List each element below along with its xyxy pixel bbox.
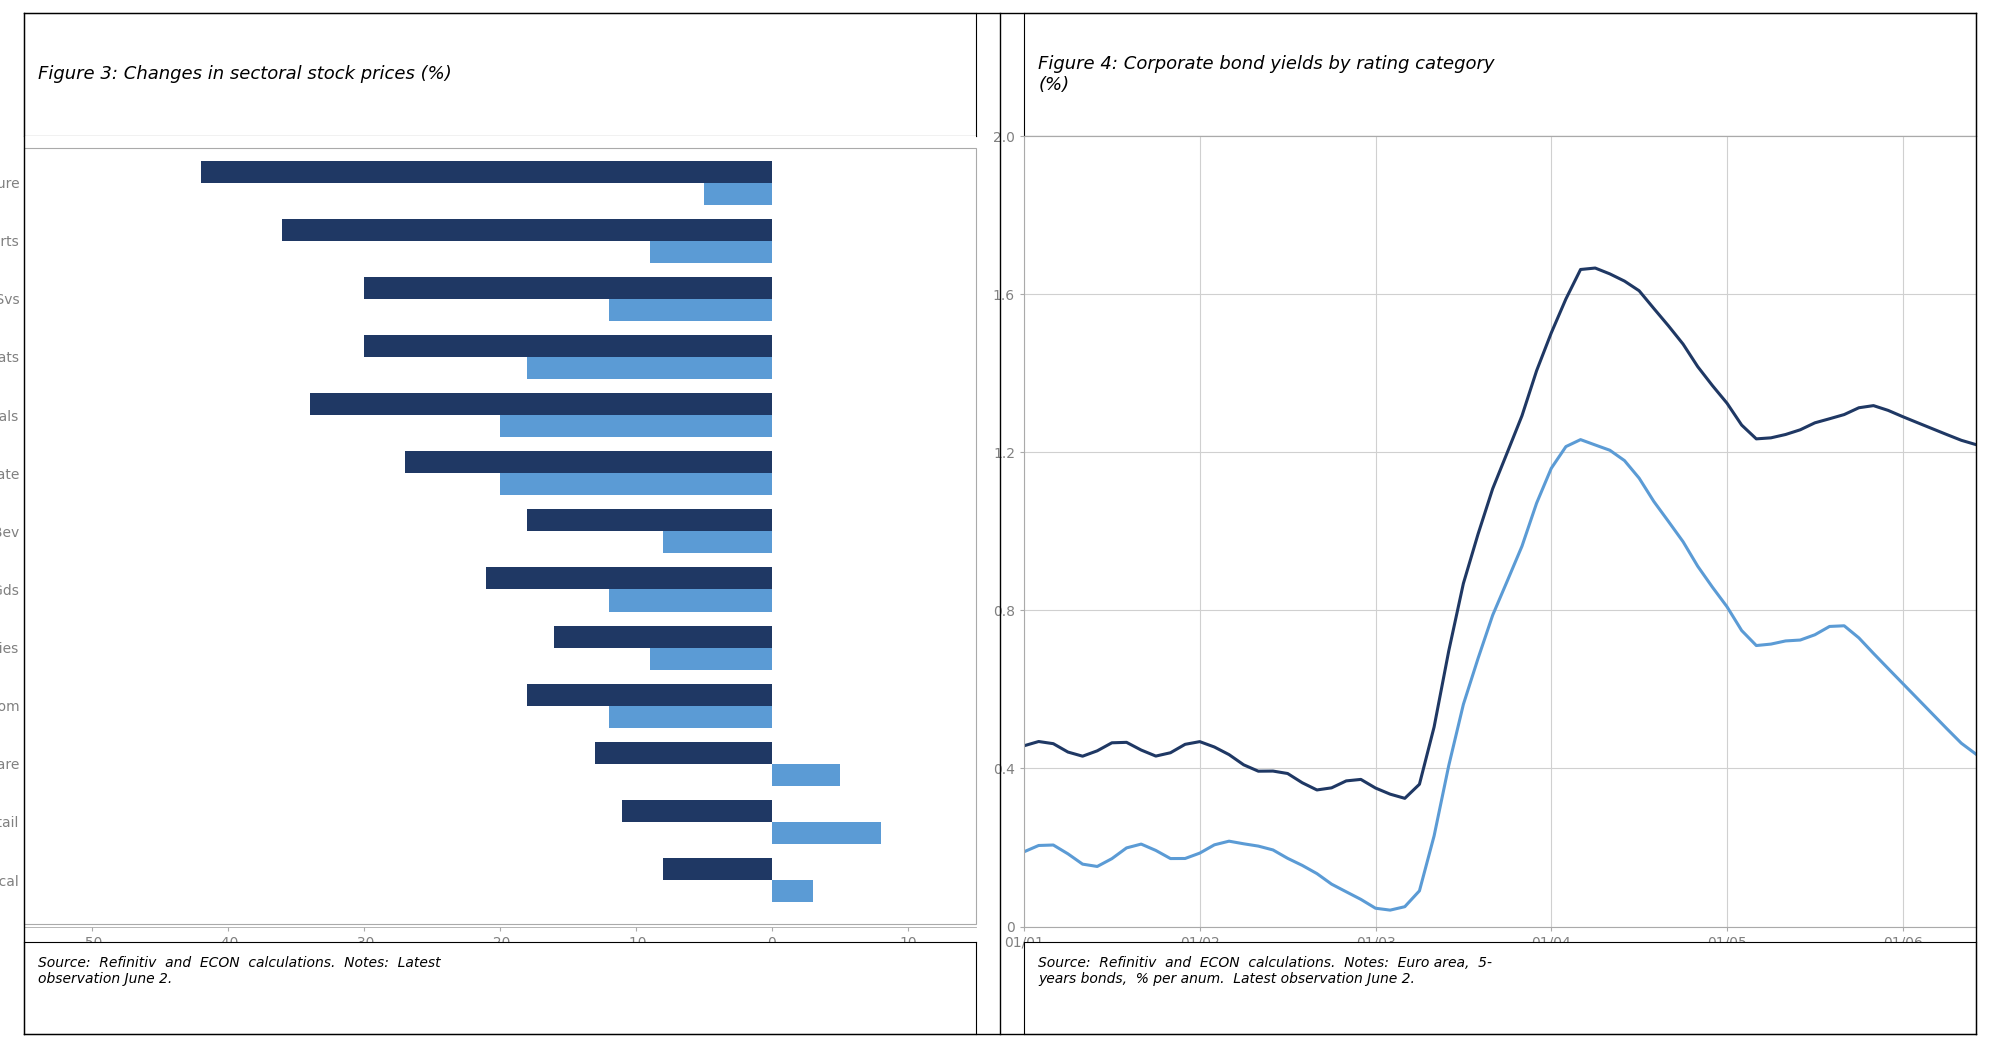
EA A (1568, 433, 1592, 446)
Line: EA BBB: EA BBB (1024, 268, 1976, 798)
EA A (1304, 867, 1328, 879)
EA BBB (1246, 765, 1270, 778)
Bar (528, 357, 772, 379)
Bar (772, 764, 840, 786)
Legend: Latest, Low of mid March 20: Latest, Low of mid March 20 (658, 965, 940, 990)
EA BBB (1392, 792, 1416, 804)
Bar (310, 393, 772, 415)
Bar (772, 822, 880, 844)
EA BBB (1436, 645, 1460, 658)
Text: Figure 3: Changes in sectoral stock prices (%): Figure 3: Changes in sectoral stock pric… (38, 65, 452, 84)
Bar (622, 800, 772, 822)
Bar (528, 684, 772, 706)
Bar (772, 881, 812, 903)
Bar (200, 160, 772, 182)
Bar (554, 625, 772, 648)
Bar (500, 473, 772, 495)
EA BBB (1964, 439, 1988, 451)
Bar (486, 567, 772, 589)
Bar (364, 335, 772, 357)
Bar (704, 182, 772, 205)
Bar (500, 415, 772, 438)
Line: EA A: EA A (1024, 440, 1976, 910)
EA A (1012, 846, 1036, 859)
Bar (664, 857, 772, 881)
Bar (664, 532, 772, 554)
Bar (650, 241, 772, 263)
Text: Source:  Refinitiv  and  ECON  calculations.  Notes:  Euro area,  5-
years bonds: Source: Refinitiv and ECON calculations.… (1038, 956, 1492, 986)
EA A (1788, 633, 1812, 646)
Bar (528, 509, 772, 532)
EA A (1246, 840, 1270, 852)
Bar (608, 589, 772, 611)
Bar (608, 706, 772, 728)
EA A (1436, 759, 1460, 772)
Legend: EA BBB, EA A: EA BBB, EA A (1406, 965, 1594, 990)
EA BBB (1304, 783, 1328, 796)
Bar (282, 219, 772, 241)
Bar (650, 648, 772, 670)
Bar (364, 276, 772, 298)
EA A (1964, 748, 1988, 760)
Bar (596, 741, 772, 764)
EA BBB (1584, 262, 1608, 274)
EA A (1378, 904, 1402, 916)
EA BBB (1452, 577, 1476, 589)
Bar (608, 298, 772, 321)
Text: Source:  Refinitiv  and  ECON  calculations.  Notes:  Latest
observation June 2.: Source: Refinitiv and ECON calculations.… (38, 956, 440, 986)
EA A (1086, 861, 1110, 873)
EA A (1452, 698, 1476, 711)
EA BBB (1086, 744, 1110, 757)
EA BBB (1788, 423, 1812, 436)
EA BBB (1012, 739, 1036, 752)
Text: Figure 4: Corporate bond yields by rating category
(%): Figure 4: Corporate bond yields by ratin… (1038, 54, 1494, 94)
Bar (404, 451, 772, 473)
